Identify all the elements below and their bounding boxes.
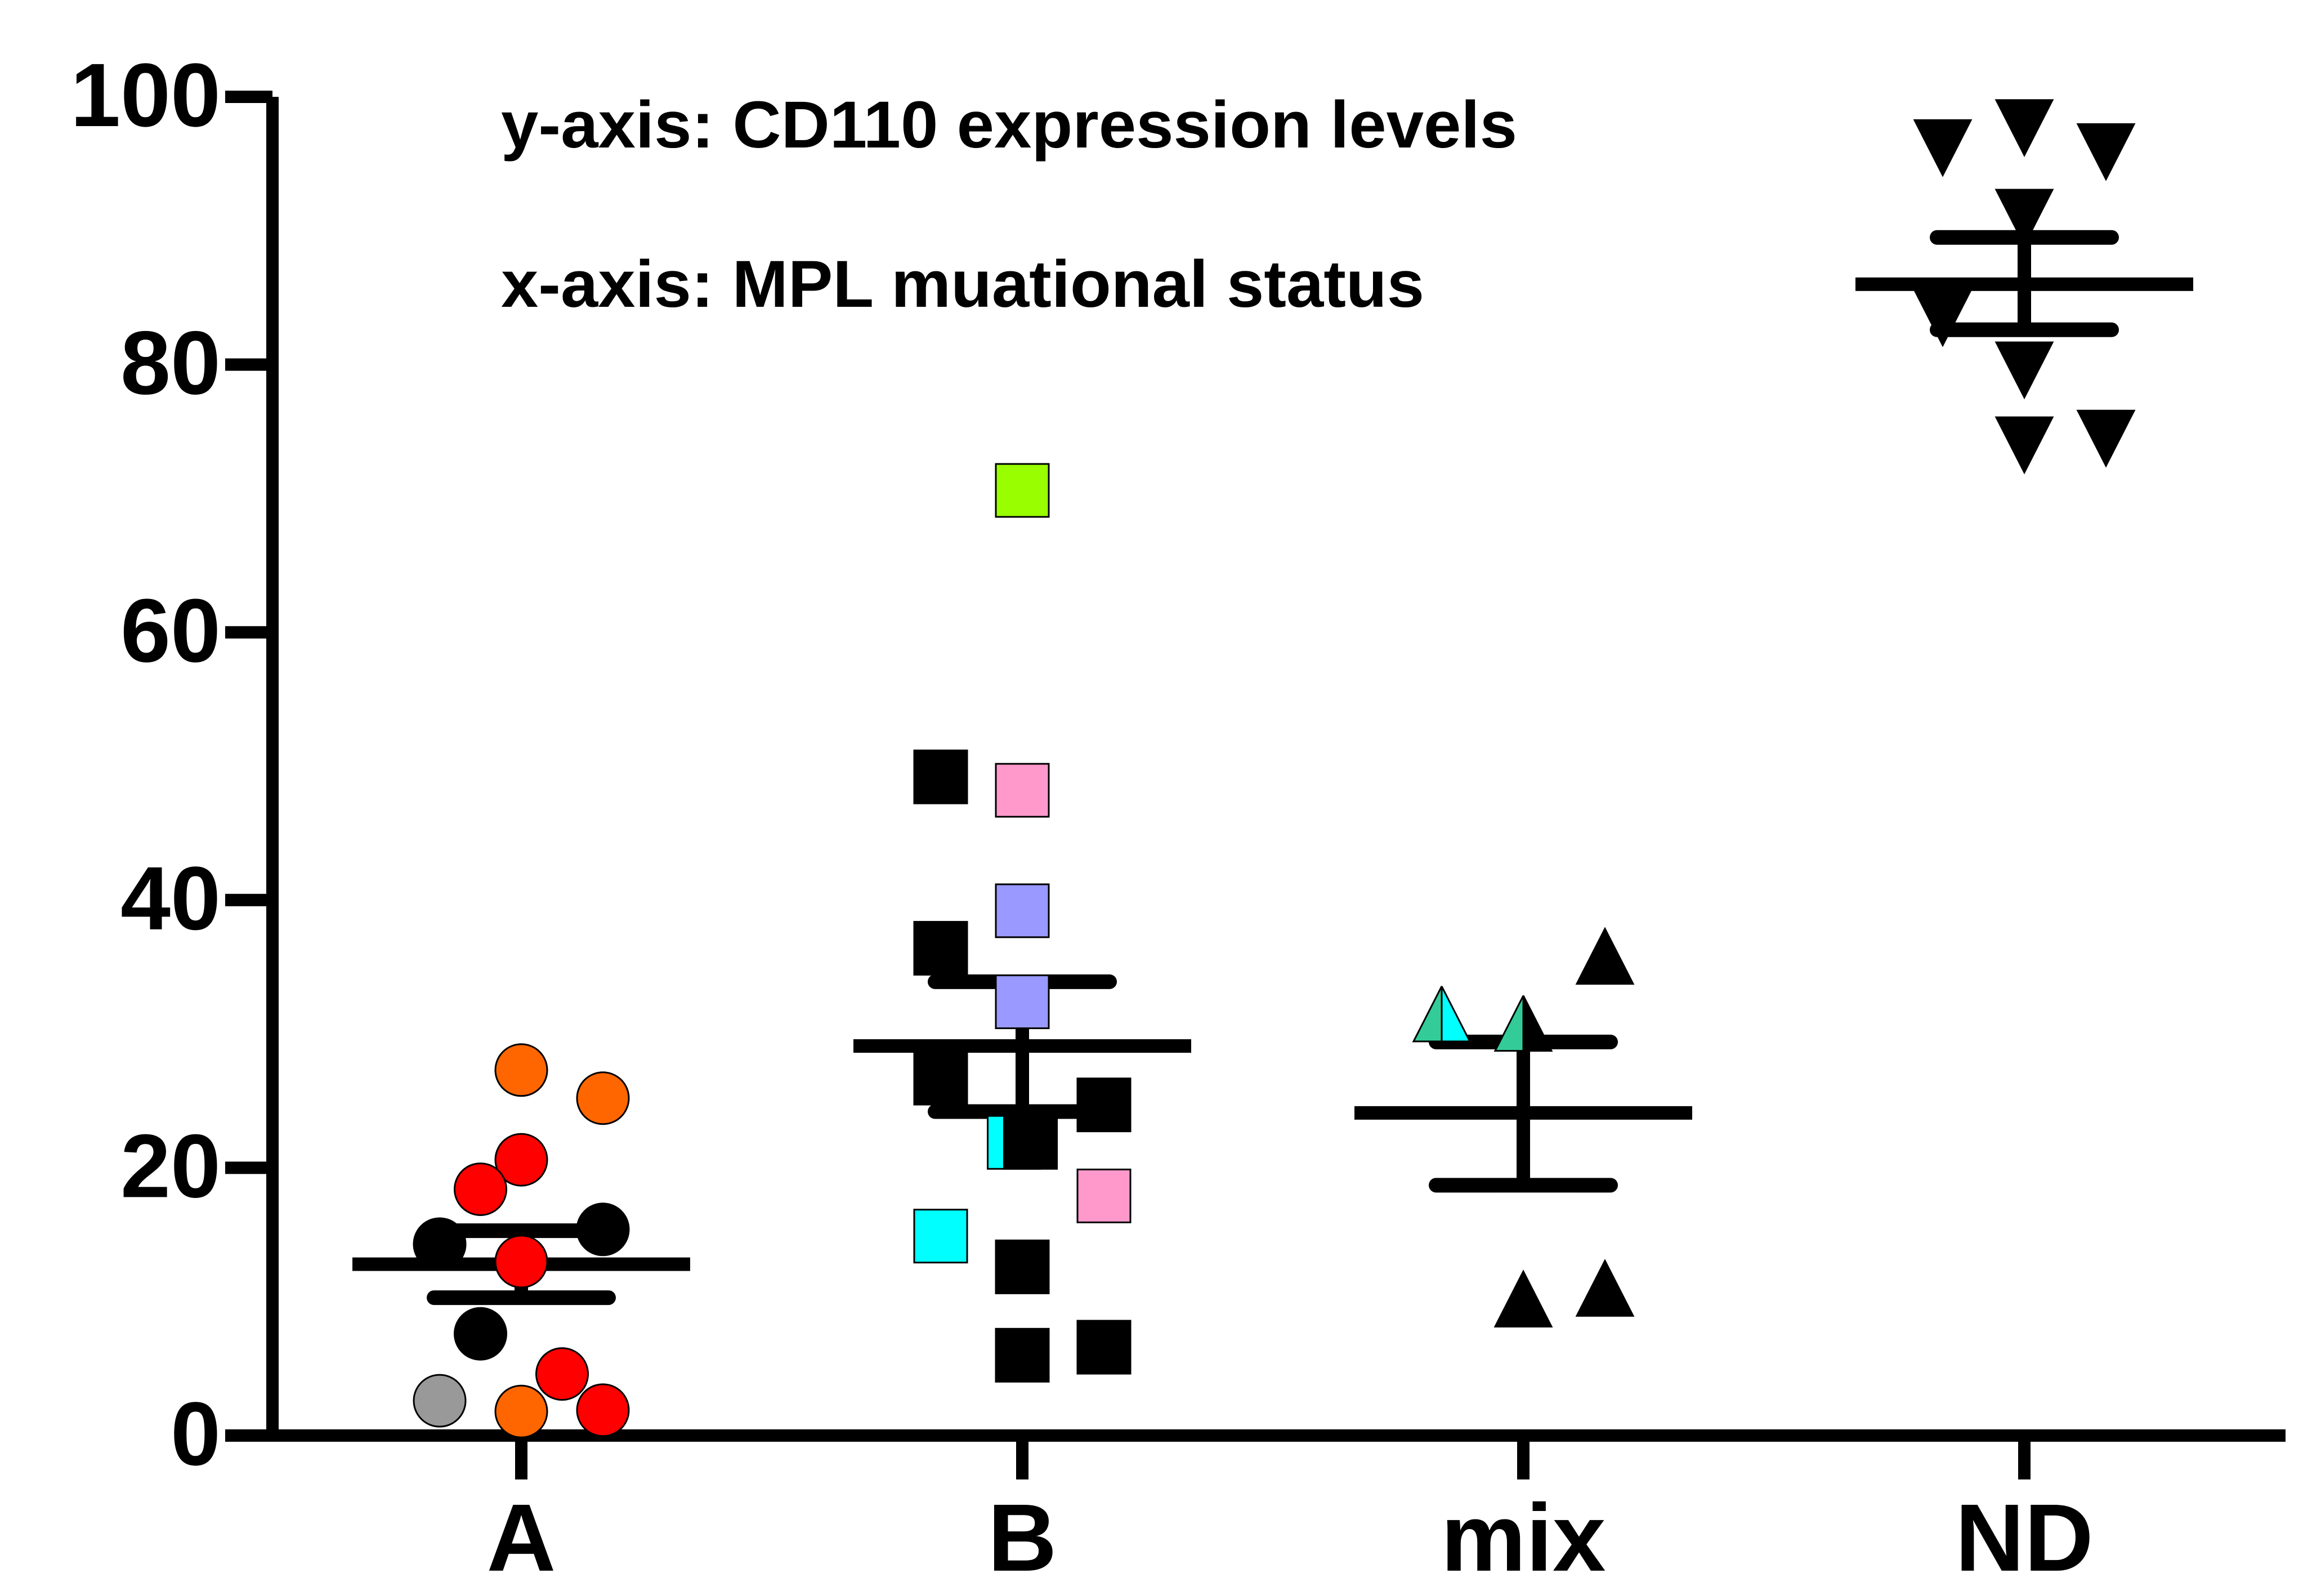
data-point-mix-5 <box>1493 1269 1553 1327</box>
data-point-A-10 <box>413 1374 467 1428</box>
x-tick-label-B: B <box>988 1485 1057 1591</box>
data-point-B-1 <box>995 463 1050 518</box>
data-point-A-7 <box>494 1235 548 1289</box>
data-point-ND-2 <box>1913 119 1973 177</box>
data-point-ND-4 <box>1995 189 2054 247</box>
data-point-mix-3 <box>1493 995 1553 1052</box>
data-point-mix-4 <box>1575 1259 1635 1317</box>
x-tick-label-A: A <box>487 1485 556 1591</box>
data-point-A-3 <box>494 1133 548 1187</box>
y-tick-label-80: 80 <box>120 312 221 413</box>
data-point-ND-1 <box>1995 99 2054 157</box>
mean-sem-bars <box>352 230 2193 1306</box>
annotations: y-axis: CD110 expression levels x-axis: … <box>501 88 1517 321</box>
data-point-A-12 <box>576 1383 630 1437</box>
data-point-B-8 <box>1076 1078 1132 1133</box>
x-tick-label-mix: mix <box>1441 1485 1606 1591</box>
data-point-A-6 <box>413 1217 467 1271</box>
annotation-x-axis: x-axis: MPL muational status <box>501 247 1424 321</box>
data-point-mix-1 <box>1575 927 1635 985</box>
data-point-mix-2-left-half <box>1412 986 1443 1043</box>
data-point-ND-5 <box>1913 289 1973 347</box>
data-point-B-7 <box>913 1050 968 1106</box>
data-point-A-2 <box>576 1071 630 1125</box>
data-point-B-15 <box>1076 1320 1132 1375</box>
data-point-ND-3 <box>2076 123 2136 181</box>
data-point-A-4 <box>454 1162 507 1216</box>
y-tick-label-20: 20 <box>120 1115 221 1216</box>
data-point-B-14 <box>995 1327 1050 1383</box>
data-point-A-8 <box>454 1307 507 1361</box>
data-point-B-10 <box>1003 1115 1058 1170</box>
data-point-mix-3-left-half <box>1493 995 1524 1052</box>
data-point-ND-7 <box>2076 409 2136 468</box>
data-point-A-11 <box>494 1384 548 1438</box>
data-point-B-12 <box>913 1209 968 1264</box>
y-tick-label-100: 100 <box>70 44 221 145</box>
y-tick-label-0: 0 <box>171 1383 221 1484</box>
data-points <box>413 99 2136 1438</box>
data-point-B-5 <box>913 920 968 976</box>
data-point-mix-2 <box>1412 986 1472 1043</box>
annotation-y-axis: y-axis: CD110 expression levels <box>501 88 1517 162</box>
data-point-B-11 <box>1076 1168 1132 1223</box>
data-point-mix-3-right-half <box>1522 995 1553 1052</box>
data-point-mix-2-right-half <box>1441 986 1472 1043</box>
data-point-ND-8 <box>1995 416 2054 475</box>
data-point-B-13 <box>995 1239 1050 1294</box>
x-tick-label-ND: ND <box>1955 1485 2094 1591</box>
data-point-B-6 <box>995 974 1050 1030</box>
data-point-B-3 <box>995 763 1050 818</box>
y-tick-label-40: 40 <box>120 848 221 949</box>
data-point-B-4 <box>995 883 1050 938</box>
data-point-A-1 <box>494 1043 548 1097</box>
data-point-B-2 <box>913 749 968 804</box>
data-point-A-9 <box>535 1347 589 1401</box>
data-point-A-5 <box>576 1202 630 1257</box>
y-tick-label-60: 60 <box>120 580 221 681</box>
data-point-ND-6 <box>1995 341 2054 400</box>
